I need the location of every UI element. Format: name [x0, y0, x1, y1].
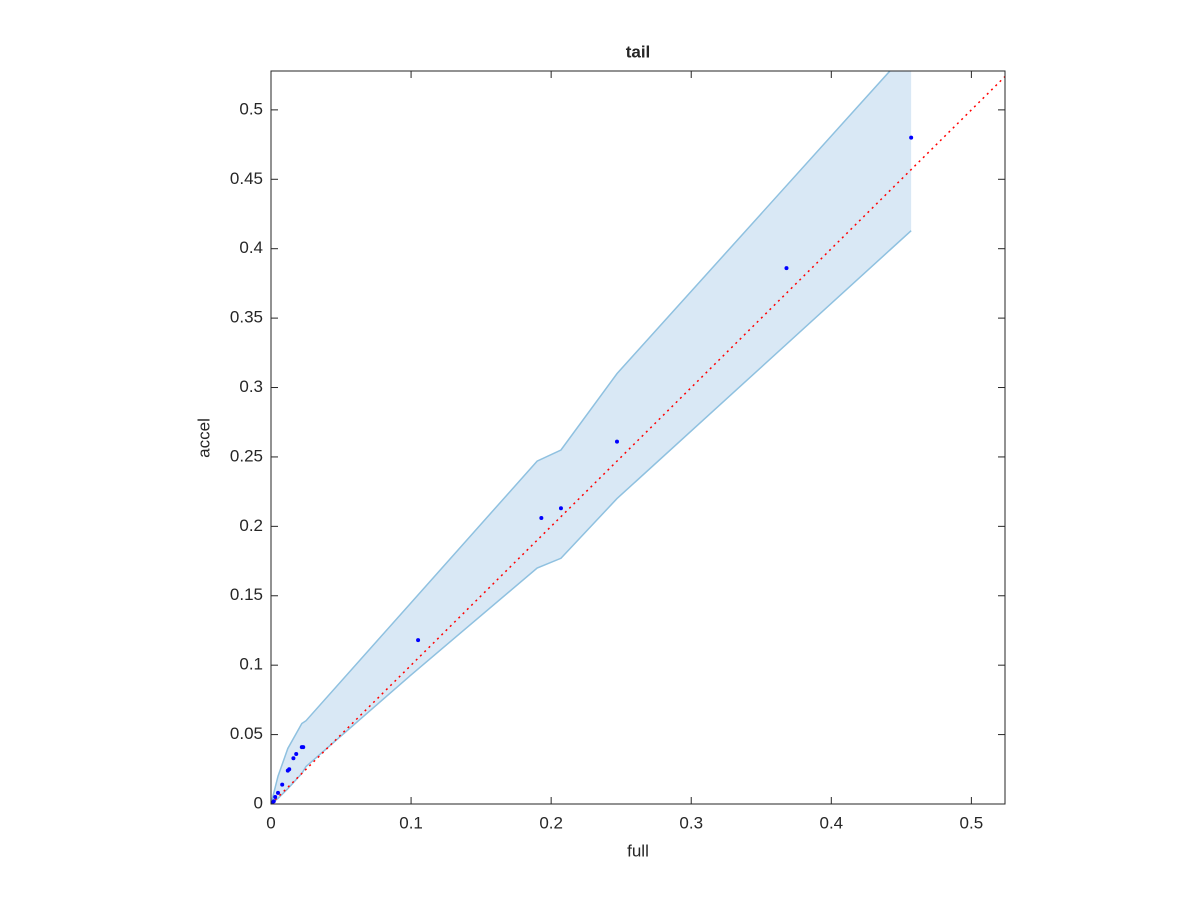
data-point [273, 795, 278, 800]
data-point [784, 266, 789, 271]
y-tick-label: 0.4 [239, 238, 263, 257]
y-tick-label: 0.2 [239, 516, 263, 535]
x-tick-label: 0.1 [399, 813, 423, 832]
data-point [276, 790, 281, 795]
x-axis-label: full [627, 841, 649, 860]
data-point [294, 752, 299, 757]
x-tick-label: 0.4 [819, 813, 843, 832]
x-tick-label: 0.3 [679, 813, 703, 832]
y-tick-label: 0.45 [230, 169, 263, 188]
y-tick-label: 0.35 [230, 308, 263, 327]
y-tick-label: 0.1 [239, 655, 263, 674]
data-point [287, 767, 292, 772]
y-tick-label: 0.05 [230, 724, 263, 743]
data-point [280, 782, 285, 787]
x-tick-label: 0.5 [960, 813, 984, 832]
data-point [614, 439, 619, 444]
band-lower-edge [271, 230, 912, 804]
data-point [909, 135, 914, 140]
data-point [416, 638, 421, 643]
x-tick-label: 0.2 [539, 813, 563, 832]
plot-area [271, 71, 1005, 804]
data-point [291, 756, 296, 761]
y-tick-label: 0.5 [239, 99, 263, 118]
data-point [271, 799, 276, 804]
chart-title: tail [626, 42, 651, 61]
data-point [539, 516, 544, 521]
y-tick-label: 0.25 [230, 446, 263, 465]
band-upper-edge [271, 71, 891, 804]
data-point [558, 506, 563, 511]
confidence-band [271, 71, 912, 804]
y-tick-label: 0.3 [239, 377, 263, 396]
y-axis-label: accel [194, 418, 213, 458]
x-tick-label: 0 [266, 813, 275, 832]
y-tick-label: 0.15 [230, 585, 263, 604]
axes-box [270, 70, 1006, 805]
y-tick-label: 0 [254, 793, 263, 812]
data-point [301, 745, 306, 750]
